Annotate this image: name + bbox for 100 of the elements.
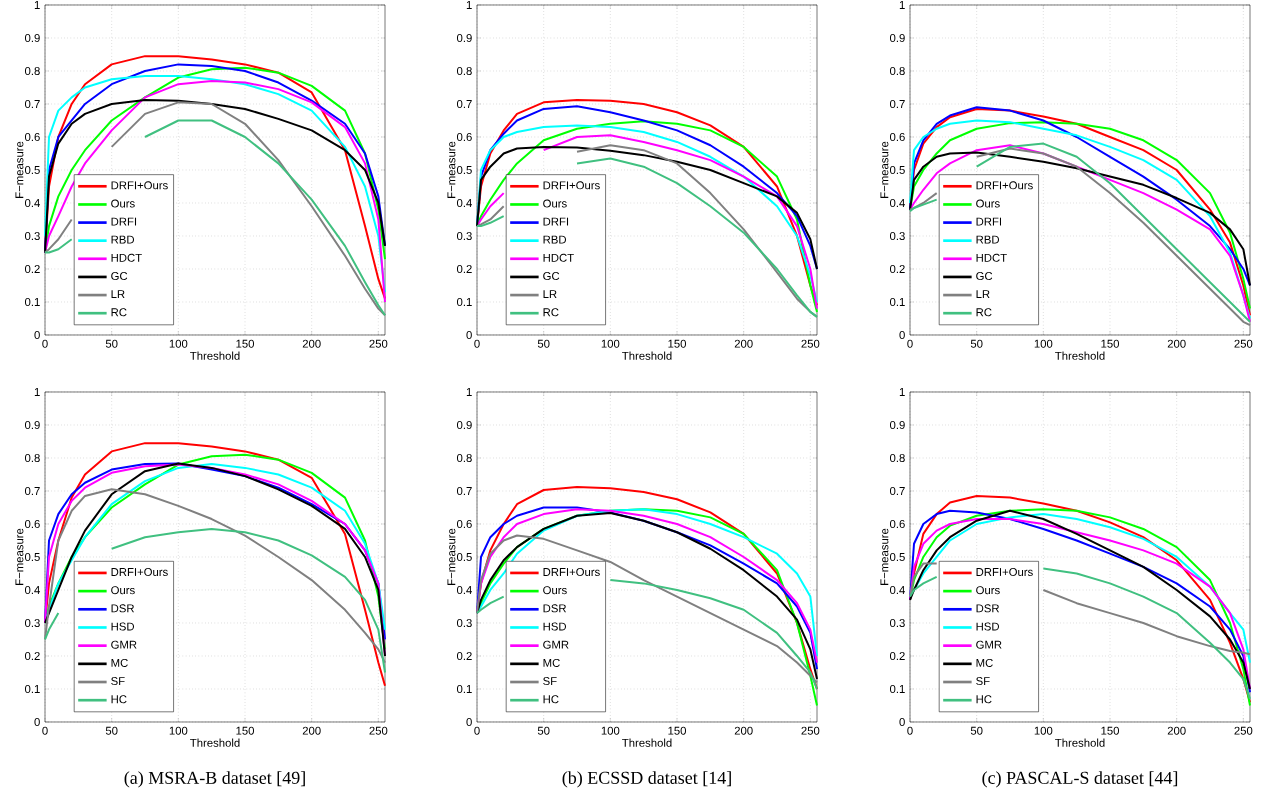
y-tick-label: 0.1 bbox=[24, 684, 40, 693]
legend-label: HSD bbox=[111, 622, 135, 631]
y-tick-label: 0.3 bbox=[24, 231, 40, 240]
legend-label: HC bbox=[543, 695, 559, 704]
y-tick-label: 0.5 bbox=[889, 165, 905, 174]
y-tick-label: 0.3 bbox=[456, 231, 472, 240]
y-tick-label: 0.5 bbox=[24, 165, 40, 174]
y-tick-label: 0.8 bbox=[24, 453, 40, 462]
x-tick-label: 150 bbox=[668, 726, 687, 735]
line-series bbox=[44, 442, 387, 687]
legend-label: Ours bbox=[543, 199, 567, 208]
y-tick-label: 0.4 bbox=[889, 585, 905, 594]
y-tick-label: 0.5 bbox=[456, 165, 472, 174]
x-tick-label: 200 bbox=[302, 726, 321, 735]
legend-label: LR bbox=[543, 290, 557, 298]
legend-label: SF bbox=[111, 677, 125, 686]
y-axis-title: F−measure bbox=[15, 141, 24, 198]
y-tick-label: 0.2 bbox=[889, 264, 905, 273]
y-tick-label: 0.2 bbox=[456, 651, 472, 660]
y-tick-label: 0.7 bbox=[24, 99, 40, 108]
legend-label: GC bbox=[111, 272, 128, 281]
y-tick-label: 0.1 bbox=[889, 684, 905, 693]
legend-label: MC bbox=[111, 658, 128, 667]
y-tick-label: 1 bbox=[899, 1, 905, 9]
y-tick-label: 1 bbox=[466, 388, 472, 396]
legend-label: HC bbox=[111, 695, 127, 704]
legend-label: HDCT bbox=[976, 253, 1007, 262]
y-tick-label: 0.4 bbox=[889, 198, 905, 207]
y-tick-label: 0.3 bbox=[889, 231, 905, 240]
x-tick-label: 250 bbox=[1234, 726, 1253, 735]
x-axis-title: Threshold bbox=[622, 738, 672, 747]
x-axis-title: Threshold bbox=[190, 351, 240, 360]
y-tick-label: 0.5 bbox=[889, 552, 905, 561]
legend-label: HC bbox=[976, 695, 992, 704]
x-tick-label: 200 bbox=[1167, 726, 1186, 735]
legend-label: Ours bbox=[976, 199, 1000, 208]
y-tick-label: 0 bbox=[466, 717, 472, 726]
legend-label: DRFI+Ours bbox=[111, 567, 168, 576]
y-tick-label: 0.7 bbox=[889, 486, 905, 495]
y-tick-label: 0.8 bbox=[889, 453, 905, 462]
x-tick-label: 200 bbox=[1167, 339, 1186, 348]
legend-label: RBD bbox=[111, 235, 135, 244]
y-tick-label: 0.8 bbox=[24, 66, 40, 75]
x-tick-label: 0 bbox=[42, 339, 48, 348]
y-tick-label: 0.6 bbox=[456, 519, 472, 528]
legend-label: HDCT bbox=[543, 253, 574, 262]
y-tick-label: 0.1 bbox=[24, 297, 40, 306]
legend-label: Ours bbox=[976, 586, 1000, 595]
legend-label: RC bbox=[543, 308, 559, 317]
x-tick-label: 100 bbox=[169, 726, 188, 735]
y-tick-label: 0.1 bbox=[456, 684, 472, 693]
legend-label: DRFI bbox=[976, 217, 1002, 226]
y-axis-title: F−measure bbox=[880, 141, 889, 198]
legend-label: DSR bbox=[111, 604, 135, 613]
y-tick-label: 0.5 bbox=[24, 552, 40, 561]
legend-label: MC bbox=[543, 658, 560, 667]
x-tick-label: 250 bbox=[369, 339, 388, 348]
y-tick-label: 0.8 bbox=[456, 66, 472, 75]
y-tick-label: 0.1 bbox=[889, 297, 905, 306]
y-tick-label: 0.9 bbox=[24, 420, 40, 429]
y-tick-label: 0.2 bbox=[24, 264, 40, 273]
x-tick-label: 150 bbox=[1101, 726, 1120, 735]
x-axis-title: Threshold bbox=[622, 351, 672, 360]
legend-label: GMR bbox=[976, 640, 1002, 649]
legend-label: Ours bbox=[543, 586, 567, 595]
x-tick-label: 50 bbox=[105, 726, 118, 735]
legend-label: GMR bbox=[543, 640, 569, 649]
legend-label: DRFI bbox=[111, 217, 137, 226]
y-tick-label: 0.8 bbox=[456, 453, 472, 462]
y-tick-label: 0.3 bbox=[24, 618, 40, 627]
y-tick-label: 0.4 bbox=[24, 585, 40, 594]
legend-label: DSR bbox=[976, 604, 1000, 613]
y-tick-label: 0.7 bbox=[456, 486, 472, 495]
x-tick-label: 100 bbox=[1034, 339, 1053, 348]
legend-label: DRFI+Ours bbox=[976, 567, 1033, 576]
x-tick-label: 250 bbox=[801, 339, 820, 348]
legend-label: SF bbox=[543, 677, 557, 686]
y-tick-label: 0.9 bbox=[889, 420, 905, 429]
y-tick-label: 0 bbox=[466, 330, 472, 339]
legend-label: GC bbox=[543, 272, 560, 281]
y-tick-label: 0.9 bbox=[24, 33, 40, 42]
x-tick-label: 100 bbox=[601, 726, 620, 735]
y-axis-title: F−measure bbox=[447, 141, 456, 198]
text: (b) ECSSD dataset [14] bbox=[562, 771, 731, 788]
y-tick-label: 0.4 bbox=[456, 198, 472, 207]
legend-label: DRFI+Ours bbox=[111, 181, 168, 190]
x-tick-label: 150 bbox=[236, 339, 255, 348]
legend-label: RBD bbox=[976, 235, 999, 244]
legend-label: DRFI bbox=[543, 217, 569, 226]
y-tick-label: 0.2 bbox=[456, 264, 472, 273]
legend-label: LR bbox=[111, 290, 125, 298]
legend-label: GMR bbox=[111, 640, 137, 649]
y-tick-label: 0 bbox=[34, 330, 40, 339]
y-tick-label: 0.9 bbox=[889, 33, 905, 42]
legend-label: HSD bbox=[543, 622, 566, 631]
y-tick-label: 1 bbox=[34, 388, 40, 396]
legend-label: SF bbox=[976, 677, 990, 686]
y-tick-label: 0.6 bbox=[889, 132, 905, 141]
y-tick-label: 0.3 bbox=[456, 618, 472, 627]
x-tick-label: 50 bbox=[970, 339, 983, 348]
